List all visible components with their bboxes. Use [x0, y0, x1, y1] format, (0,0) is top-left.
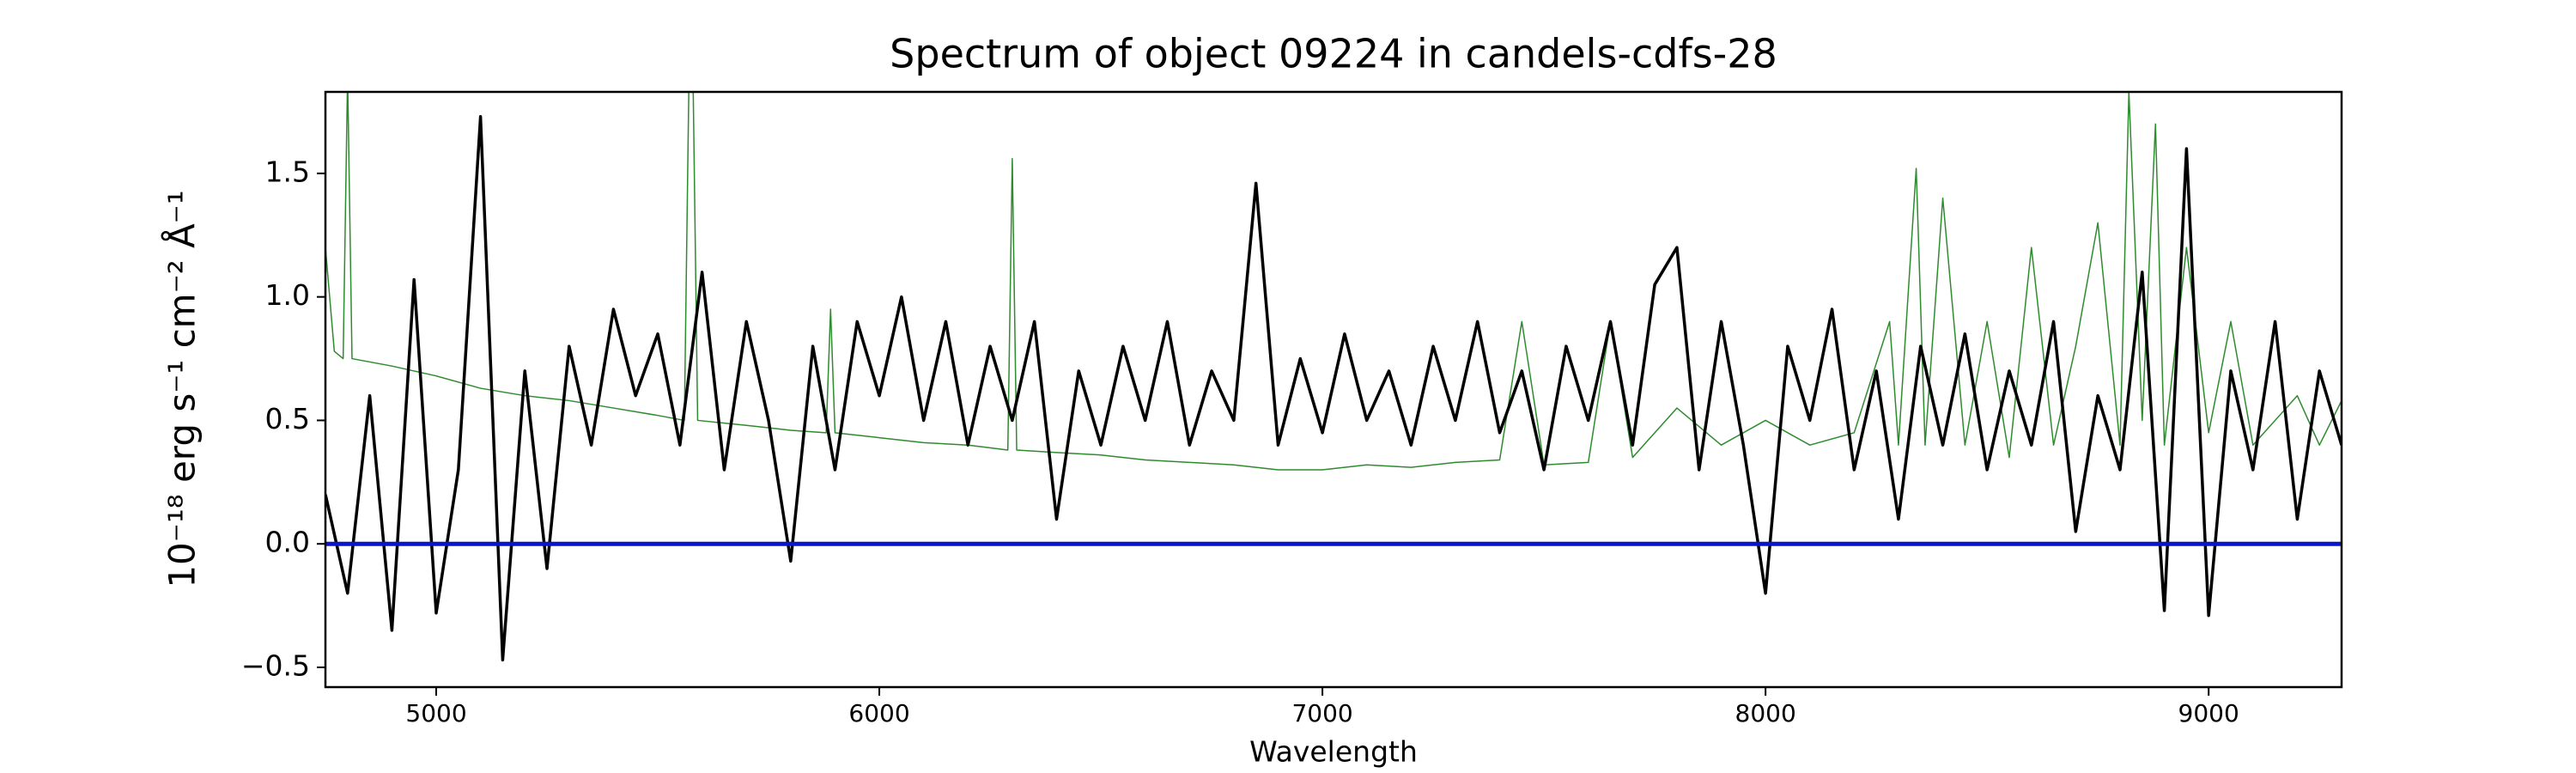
spectrum-line [325, 115, 2342, 662]
x-tick-label: 5000 [405, 699, 466, 727]
axes-frame [324, 90, 2343, 689]
y-tick-label: 1.0 [265, 278, 310, 312]
plot-area [325, 92, 2342, 662]
y-tick-label: −0.5 [241, 648, 310, 682]
x-tick-label: 7000 [1291, 699, 1352, 727]
y-tick-label: 0.0 [265, 526, 310, 559]
chart-title: Spectrum of object 09224 in candels-cdfs… [890, 31, 1777, 77]
x-tick-label: 6000 [848, 699, 909, 727]
y-tick-label: 1.5 [265, 155, 310, 188]
y-axis-label: 10⁻¹⁸ erg s⁻¹ cm⁻² Å⁻¹ [161, 190, 204, 587]
x-axis-label: Wavelength [1249, 735, 1418, 769]
x-tick-label: 8000 [1735, 699, 1796, 727]
x-tick-label: 9000 [2178, 699, 2239, 727]
y-tick-label: 0.5 [265, 402, 310, 435]
